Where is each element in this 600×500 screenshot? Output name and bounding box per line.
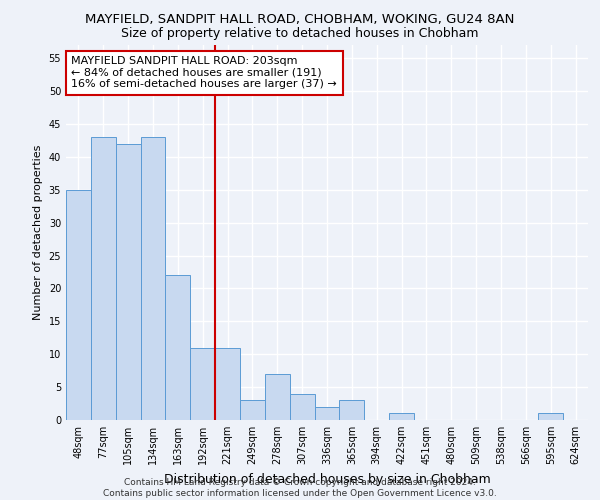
Bar (66, 190, 91, 420)
Text: MAYFIELD, SANDPIT HALL ROAD, CHOBHAM, WOKING, GU24 8AN: MAYFIELD, SANDPIT HALL ROAD, CHOBHAM, WO… (85, 12, 515, 26)
Y-axis label: Number of detached properties: Number of detached properties (33, 145, 43, 320)
Bar (166, 276, 190, 420)
Text: Contains HM Land Registry data © Crown copyright and database right 2024.
Contai: Contains HM Land Registry data © Crown c… (103, 478, 497, 498)
Bar (240, 400, 265, 420)
Bar (91, 137, 116, 420)
Bar (314, 407, 340, 420)
Bar (340, 400, 364, 420)
Text: MAYFIELD SANDPIT HALL ROAD: 203sqm
← 84% of detached houses are smaller (191)
16: MAYFIELD SANDPIT HALL ROAD: 203sqm ← 84%… (71, 56, 337, 90)
Bar (389, 414, 414, 420)
Bar (265, 374, 290, 420)
Bar (190, 348, 215, 420)
Bar (215, 348, 240, 420)
Bar (538, 414, 563, 420)
X-axis label: Distribution of detached houses by size in Chobham: Distribution of detached houses by size … (164, 472, 490, 486)
Text: Size of property relative to detached houses in Chobham: Size of property relative to detached ho… (121, 28, 479, 40)
Bar (290, 394, 314, 420)
Bar (116, 144, 140, 420)
Bar (140, 137, 166, 420)
